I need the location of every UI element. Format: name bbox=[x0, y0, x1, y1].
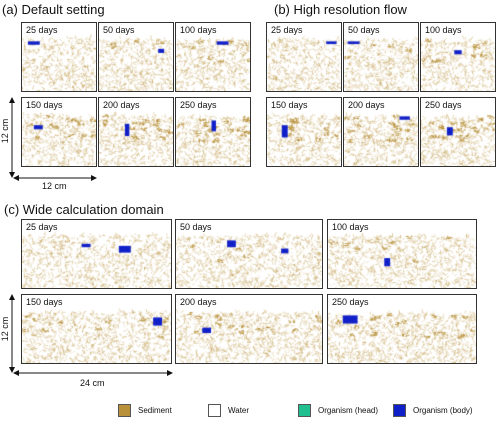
organism-head-swatch bbox=[298, 404, 311, 417]
organism-body-swatch bbox=[393, 404, 406, 417]
panel-label: 250 days bbox=[180, 100, 217, 110]
a-width-label: 12 cm bbox=[42, 181, 67, 191]
panel-c-1: 25 days bbox=[21, 219, 172, 289]
panel-a-3: 100 days bbox=[175, 22, 251, 92]
panel-b-3: 100 days bbox=[420, 22, 496, 92]
panel-a-5: 200 days bbox=[98, 97, 174, 167]
panel-label: 200 days bbox=[180, 297, 217, 307]
panel-label: 25 days bbox=[26, 25, 58, 35]
panel-label: 50 days bbox=[103, 25, 135, 35]
panel-label: 150 days bbox=[271, 100, 308, 110]
sediment-texture bbox=[267, 98, 341, 166]
sediment-texture bbox=[176, 220, 322, 288]
panel-label: 150 days bbox=[26, 100, 63, 110]
sediment-texture bbox=[344, 23, 418, 91]
panel-a-6: 250 days bbox=[175, 97, 251, 167]
legend-water: Water bbox=[208, 404, 249, 417]
panel-a-1: 25 days bbox=[21, 22, 97, 92]
section-c-title: (c) Wide calculation domain bbox=[4, 202, 164, 217]
sediment-texture bbox=[267, 23, 341, 91]
sediment-texture bbox=[176, 98, 250, 166]
sediment-texture bbox=[421, 98, 495, 166]
panel-c-2: 50 days bbox=[175, 219, 323, 289]
sediment-texture bbox=[22, 98, 96, 166]
panel-a-2: 50 days bbox=[98, 22, 174, 92]
panel-label: 200 days bbox=[103, 100, 140, 110]
legend-organism-head: Organism (head) bbox=[298, 404, 378, 417]
panel-c-6: 250 days bbox=[327, 294, 477, 364]
sediment-texture bbox=[22, 220, 171, 288]
c-width-label: 24 cm bbox=[80, 378, 105, 388]
sediment-texture bbox=[176, 23, 250, 91]
legend-label: Organism (head) bbox=[318, 406, 379, 415]
panel-label: 100 days bbox=[180, 25, 217, 35]
panel-label: 100 days bbox=[425, 25, 462, 35]
sediment-texture bbox=[22, 23, 96, 91]
panel-label: 100 days bbox=[332, 222, 369, 232]
panel-label: 50 days bbox=[180, 222, 212, 232]
panel-label: 200 days bbox=[348, 100, 385, 110]
sediment-texture bbox=[421, 23, 495, 91]
panel-b-2: 50 days bbox=[343, 22, 419, 92]
sediment-texture bbox=[328, 295, 476, 363]
section-a-title: (a) Default setting bbox=[2, 2, 105, 17]
a-height-label: 12 cm bbox=[0, 118, 10, 144]
panel-b-5: 200 days bbox=[343, 97, 419, 167]
sediment-texture bbox=[176, 295, 322, 363]
c-height-label: 12 cm bbox=[0, 316, 10, 342]
legend-label: Water bbox=[228, 406, 250, 415]
panel-b-4: 150 days bbox=[266, 97, 342, 167]
panel-label: 250 days bbox=[425, 100, 462, 110]
sediment-swatch bbox=[118, 404, 131, 417]
section-b-title: (b) High resolution flow bbox=[274, 2, 407, 17]
sediment-texture bbox=[99, 23, 173, 91]
panel-c-5: 200 days bbox=[175, 294, 323, 364]
panel-label: 25 days bbox=[271, 25, 303, 35]
panel-label: 25 days bbox=[26, 222, 58, 232]
legend-sediment: Sediment bbox=[118, 404, 172, 417]
sediment-texture bbox=[99, 98, 173, 166]
legend-label: Organism (body) bbox=[413, 406, 473, 415]
water-swatch bbox=[208, 404, 221, 417]
legend-organism-body: Organism (body) bbox=[393, 404, 473, 417]
sediment-texture bbox=[344, 98, 418, 166]
panel-c-3: 100 days bbox=[327, 219, 477, 289]
legend-label: Sediment bbox=[138, 406, 172, 415]
panel-label: 250 days bbox=[332, 297, 369, 307]
sediment-texture bbox=[22, 295, 171, 363]
panel-a-4: 150 days bbox=[21, 97, 97, 167]
panel-b-6: 250 days bbox=[420, 97, 496, 167]
panel-c-4: 150 days bbox=[21, 294, 172, 364]
panel-label: 50 days bbox=[348, 25, 380, 35]
panel-label: 150 days bbox=[26, 297, 63, 307]
sediment-texture bbox=[328, 220, 476, 288]
panel-b-1: 25 days bbox=[266, 22, 342, 92]
